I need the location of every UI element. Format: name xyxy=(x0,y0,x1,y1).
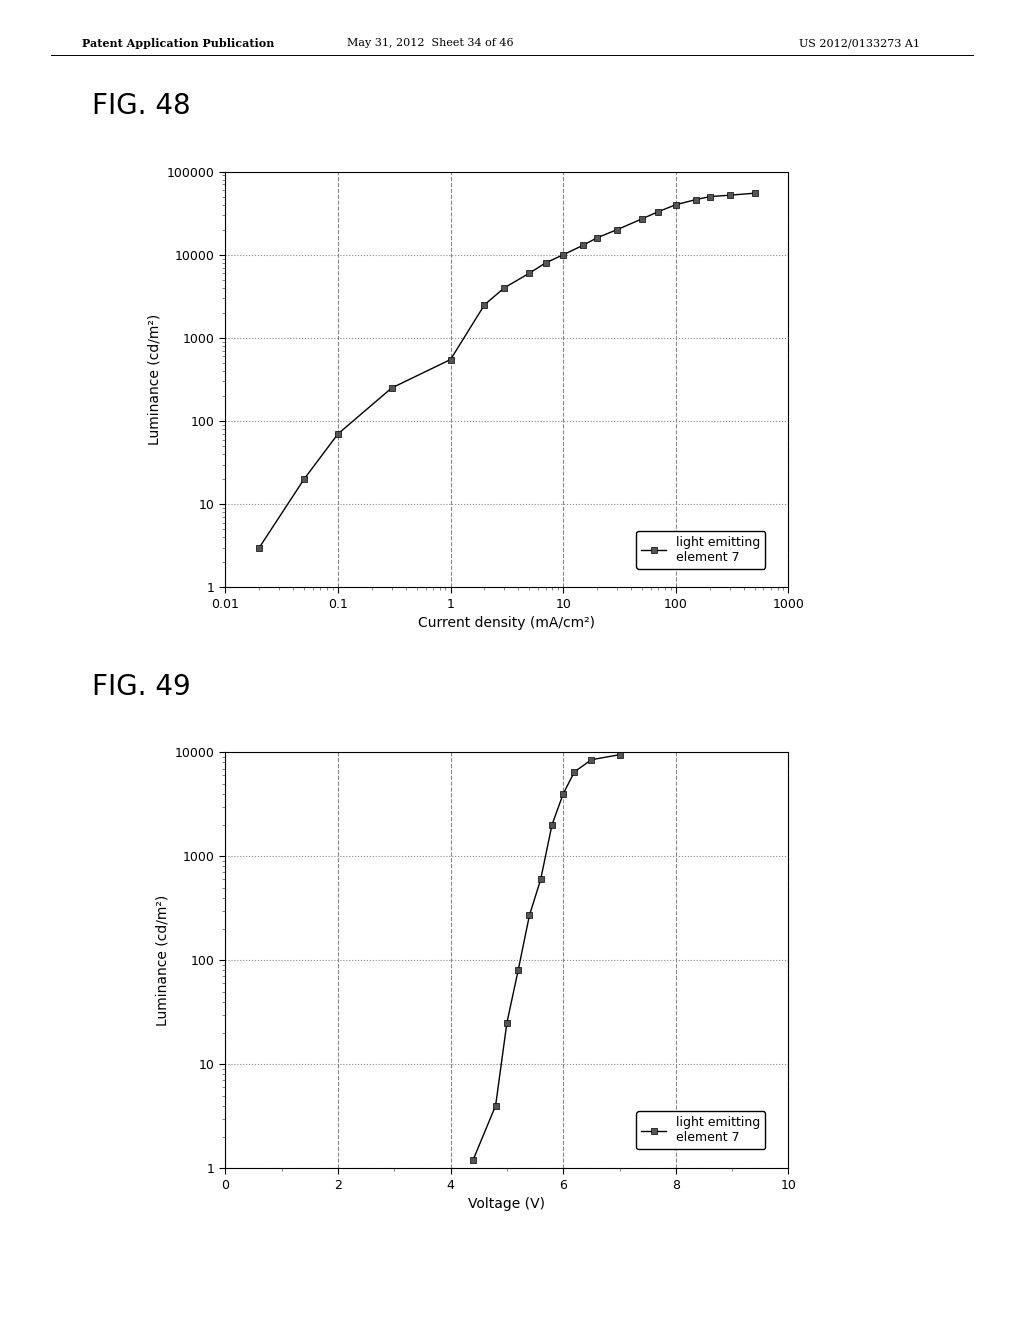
light emitting
element 7 xyxy=(568,764,581,780)
light emitting
element 7 xyxy=(298,471,310,487)
light emitting
element 7 xyxy=(444,351,457,367)
light emitting
element 7 xyxy=(670,197,682,213)
light emitting
element 7 xyxy=(540,255,552,271)
light emitting
element 7 xyxy=(613,747,626,763)
light emitting
element 7 xyxy=(467,1152,479,1168)
light emitting
element 7 xyxy=(498,280,510,296)
light emitting
element 7 xyxy=(577,238,589,253)
light emitting
element 7 xyxy=(478,297,490,313)
light emitting
element 7 xyxy=(636,211,648,227)
light emitting
element 7 xyxy=(557,247,569,263)
Text: FIG. 49: FIG. 49 xyxy=(92,673,190,701)
Text: Patent Application Publication: Patent Application Publication xyxy=(82,38,274,49)
light emitting
element 7 xyxy=(723,187,735,203)
light emitting
element 7 xyxy=(501,1015,513,1031)
light emitting
element 7 xyxy=(749,185,761,201)
Legend: light emitting
element 7: light emitting element 7 xyxy=(636,531,765,569)
light emitting
element 7 xyxy=(332,426,344,442)
light emitting
element 7 xyxy=(489,1098,502,1114)
Y-axis label: Luminance (cd/m²): Luminance (cd/m²) xyxy=(147,314,162,445)
X-axis label: Current density (mA/cm²): Current density (mA/cm²) xyxy=(419,616,595,631)
light emitting
element 7 xyxy=(385,380,397,396)
light emitting
element 7 xyxy=(512,962,524,978)
light emitting
element 7 xyxy=(610,222,623,238)
Line: light emitting
element 7: light emitting element 7 xyxy=(470,752,623,1163)
light emitting
element 7 xyxy=(523,265,536,281)
Text: US 2012/0133273 A1: US 2012/0133273 A1 xyxy=(799,38,920,49)
Y-axis label: Luminance (cd/m²): Luminance (cd/m²) xyxy=(156,895,169,1026)
Text: FIG. 48: FIG. 48 xyxy=(92,92,190,120)
light emitting
element 7 xyxy=(703,189,716,205)
light emitting
element 7 xyxy=(557,785,569,801)
Text: May 31, 2012  Sheet 34 of 46: May 31, 2012 Sheet 34 of 46 xyxy=(347,38,513,49)
Legend: light emitting
element 7: light emitting element 7 xyxy=(636,1111,765,1150)
light emitting
element 7 xyxy=(535,871,547,887)
light emitting
element 7 xyxy=(591,230,603,246)
X-axis label: Voltage (V): Voltage (V) xyxy=(468,1197,546,1212)
light emitting
element 7 xyxy=(689,191,701,207)
light emitting
element 7 xyxy=(546,817,558,833)
Line: light emitting
element 7: light emitting element 7 xyxy=(256,190,758,550)
light emitting
element 7 xyxy=(586,752,598,768)
light emitting
element 7 xyxy=(253,540,265,556)
light emitting
element 7 xyxy=(523,908,536,924)
light emitting
element 7 xyxy=(652,203,665,219)
